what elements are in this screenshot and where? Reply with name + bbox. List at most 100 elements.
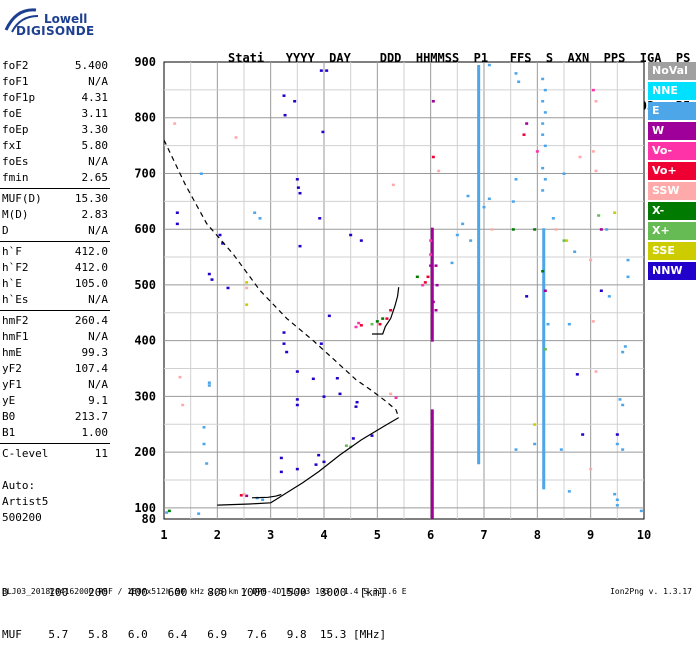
echo-mark (594, 100, 598, 103)
echo-mark (226, 286, 230, 290)
echo-column-mark (542, 306, 546, 309)
echo-mark (327, 314, 331, 318)
echo-mark (626, 258, 630, 262)
echo-column-mark (477, 443, 481, 447)
echo-column-mark (477, 169, 481, 173)
echo-column-mark (477, 176, 481, 179)
y-tick-label: 800 (134, 111, 156, 125)
y-tick-label: 200 (134, 445, 156, 459)
param-label: M(D) (2, 208, 29, 221)
echo-mark (391, 183, 395, 187)
echo-mark (615, 433, 619, 436)
param-row: h`E 105.0 (0, 276, 110, 292)
param-row: foEp 3.30 (0, 122, 110, 138)
echo-column-mark (542, 333, 546, 336)
echo-mark (285, 350, 289, 354)
echo-column-mark (542, 433, 546, 436)
echo-mark (615, 442, 619, 446)
echo-column-mark (477, 196, 481, 199)
echo-mark (487, 63, 491, 67)
echo-column-mark (430, 514, 434, 517)
echo-column-mark (477, 189, 481, 193)
echo-column-mark (430, 252, 434, 255)
param-row: h`F 412.0 (0, 244, 110, 260)
param-label: B0 (2, 410, 16, 423)
param-value: N/A (88, 378, 108, 391)
param-row: hmF2 260.4 (0, 313, 110, 329)
echo-column-mark (542, 466, 546, 470)
echo-column-mark (477, 299, 481, 302)
echo-mark (359, 324, 363, 327)
param-label: B1 (2, 426, 16, 439)
echo-column-mark (542, 328, 546, 332)
echo-column-mark (542, 442, 546, 445)
echo-column-mark (477, 448, 481, 451)
echo-column-mark (430, 420, 434, 424)
echo-column-mark (430, 229, 434, 233)
echo-mark (450, 261, 454, 265)
echo-column-mark (542, 435, 546, 439)
echo-column-mark (542, 359, 546, 363)
param-row: foF2 5.400 (0, 58, 110, 74)
legend-item-nne: NNE (648, 82, 696, 100)
echo-mark (167, 509, 171, 513)
echo-column-mark (542, 248, 546, 251)
echo-mark (543, 144, 547, 148)
echo-mark (575, 373, 579, 376)
echo-column-mark (477, 459, 481, 463)
echo-column-mark (477, 232, 481, 235)
echo-column-mark (430, 267, 434, 271)
param-value: 412.0 (74, 245, 108, 258)
echo-column-mark (477, 417, 481, 420)
echo-column-mark (477, 174, 481, 177)
echo-mark (282, 342, 286, 345)
echo-column-mark (477, 452, 481, 456)
echo-column-mark (430, 424, 434, 428)
echo-column-mark (430, 491, 434, 495)
echo-column-mark (477, 209, 481, 213)
echo-column-mark (477, 343, 481, 347)
y-tick-label: 700 (134, 166, 156, 180)
echo-column-mark (430, 465, 434, 468)
echo-column-mark (542, 330, 546, 334)
echo-mark (533, 423, 537, 426)
muf-frequency-row: MUF 5.7 5.8 6.0 6.4 6.9 7.6 9.8 15.3 [MH… (2, 628, 387, 641)
echo-column-mark (430, 321, 434, 324)
echo-mark (245, 286, 249, 290)
echo-mark (541, 269, 545, 273)
echo-column-mark (477, 151, 481, 155)
echo-column-mark (542, 308, 546, 312)
echo-mark (311, 377, 315, 381)
echo-mark (482, 205, 486, 209)
echo-column-mark (542, 346, 546, 349)
param-row: foEs N/A (0, 154, 110, 170)
echo-mark (370, 434, 374, 437)
param-value: 11 (94, 447, 108, 460)
echo-column-mark (430, 299, 434, 302)
echo-column-mark (477, 310, 481, 313)
echo-column-mark (477, 437, 481, 440)
param-row: hmE 99.3 (0, 345, 110, 361)
echo-mark (429, 239, 433, 242)
echo-mark (621, 448, 625, 451)
echo-column-mark (542, 341, 546, 345)
echo-mark (415, 275, 419, 279)
echo-column-mark (477, 390, 481, 393)
echo-column-mark (542, 239, 546, 242)
echo-column-mark (542, 366, 546, 369)
echo-column-mark (477, 200, 481, 204)
echo-column-mark (477, 365, 481, 369)
echo-column-mark (477, 238, 481, 242)
echo-mark (599, 289, 603, 292)
echo-column-mark (477, 421, 481, 425)
param-row: foF1p 4.31 (0, 90, 110, 106)
echo-column-mark (542, 315, 546, 318)
echo-column-mark (477, 158, 481, 162)
param-row: B1 1.00 (0, 425, 110, 441)
echo-mark (435, 283, 439, 287)
echo-mark (567, 322, 571, 326)
echo-column-mark (477, 328, 481, 331)
echo-column-mark (542, 377, 546, 381)
param-row: fmin 2.65 (0, 170, 110, 186)
echo-column-mark (430, 290, 434, 293)
